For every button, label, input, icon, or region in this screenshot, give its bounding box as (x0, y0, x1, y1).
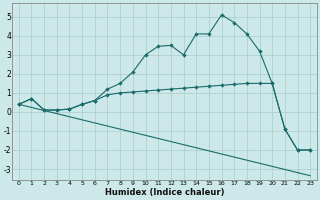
X-axis label: Humidex (Indice chaleur): Humidex (Indice chaleur) (105, 188, 224, 197)
